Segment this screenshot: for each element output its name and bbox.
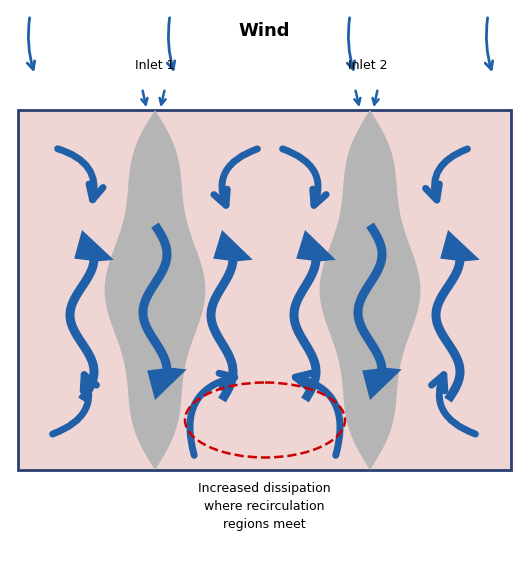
Polygon shape bbox=[320, 110, 421, 470]
Text: Increased dissipation
where recirculation
regions meet: Increased dissipation where recirculatio… bbox=[198, 482, 330, 531]
Polygon shape bbox=[139, 222, 187, 400]
Text: Wind: Wind bbox=[238, 22, 290, 40]
Bar bbox=[18, 110, 511, 470]
Text: Inlet 2: Inlet 2 bbox=[348, 59, 388, 72]
Polygon shape bbox=[289, 230, 336, 402]
Polygon shape bbox=[353, 222, 402, 400]
Polygon shape bbox=[432, 230, 480, 402]
Polygon shape bbox=[66, 230, 114, 402]
Polygon shape bbox=[105, 110, 205, 470]
Text: Inlet 1: Inlet 1 bbox=[135, 59, 175, 72]
Polygon shape bbox=[206, 230, 253, 402]
